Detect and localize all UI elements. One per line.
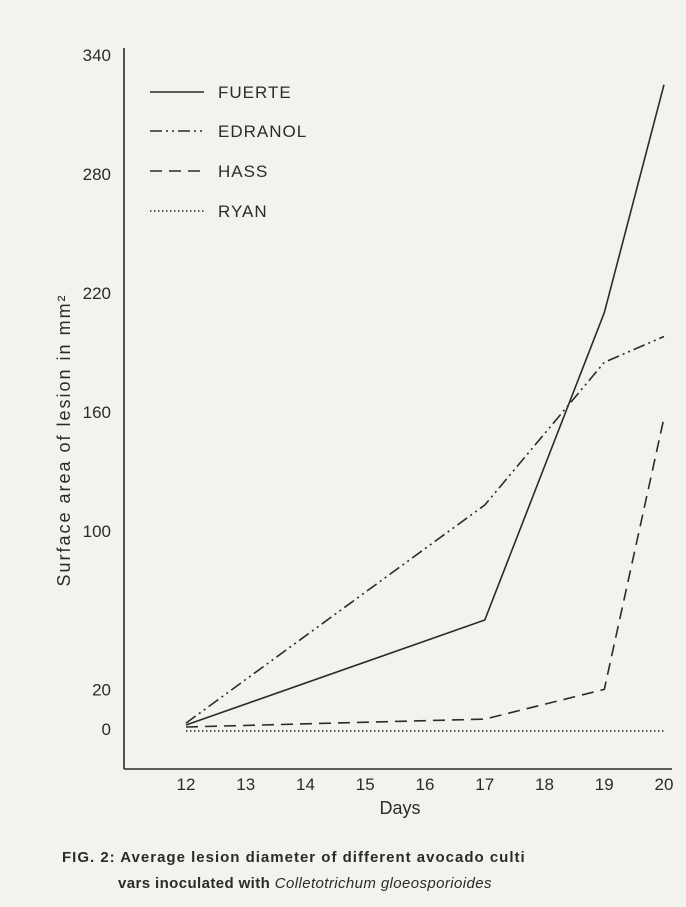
y-tick-label-340: 340 bbox=[83, 46, 111, 65]
x-tick-label-13: 13 bbox=[236, 775, 255, 794]
y-tick-label-160: 160 bbox=[83, 403, 111, 422]
y-tick-label-280: 280 bbox=[83, 165, 111, 184]
y-tick-label-20: 20 bbox=[92, 680, 111, 699]
legend-label-edranol: EDRANOL bbox=[218, 122, 307, 141]
x-tick-label-17: 17 bbox=[475, 775, 494, 794]
caption-line-2-prefix: vars inoculated with bbox=[118, 875, 275, 892]
x-tick-label-20: 20 bbox=[655, 775, 674, 794]
series-line-fuerte bbox=[185, 84, 665, 726]
line-chart: 0 20 100 160 220 280 340 12 13 14 15 16 17 18 19 20 FU… bbox=[54, 46, 674, 818]
x-tick-label-12: 12 bbox=[177, 775, 196, 794]
y-tick-labels: 0 20 100 160 220 280 340 bbox=[83, 46, 111, 739]
y-tick-label-100: 100 bbox=[83, 522, 111, 541]
y-axis-label: Surface area of lesion in mm² bbox=[54, 293, 74, 586]
x-tick-label-15: 15 bbox=[356, 775, 375, 794]
series-line-edranol bbox=[185, 335, 665, 724]
y-tick-label-0: 0 bbox=[102, 720, 111, 739]
x-axis-label: Days bbox=[379, 798, 420, 818]
axes bbox=[123, 48, 672, 770]
x-tick-labels: 12 13 14 15 16 17 18 19 20 bbox=[177, 775, 674, 794]
series-line-hass bbox=[185, 417, 665, 728]
figure-caption-line-2: vars inoculated with Colletotrichum gloe… bbox=[118, 875, 686, 892]
legend-label-ryan: RYAN bbox=[218, 202, 268, 221]
x-tick-label-19: 19 bbox=[595, 775, 614, 794]
x-tick-label-14: 14 bbox=[296, 775, 315, 794]
x-tick-label-18: 18 bbox=[535, 775, 554, 794]
legend: FUERTE EDRANOL HASS RYAN bbox=[150, 83, 307, 221]
legend-label-fuerte: FUERTE bbox=[218, 83, 292, 102]
x-tick-label-16: 16 bbox=[416, 775, 435, 794]
y-tick-label-220: 220 bbox=[83, 284, 111, 303]
caption-organism-name: Colletotrichum gloeosporioides bbox=[274, 875, 492, 892]
legend-label-hass: HASS bbox=[218, 162, 268, 181]
series-lines bbox=[185, 84, 665, 732]
figure-caption-line-1: FIG. 2: Average lesion diameter of diffe… bbox=[62, 849, 526, 866]
